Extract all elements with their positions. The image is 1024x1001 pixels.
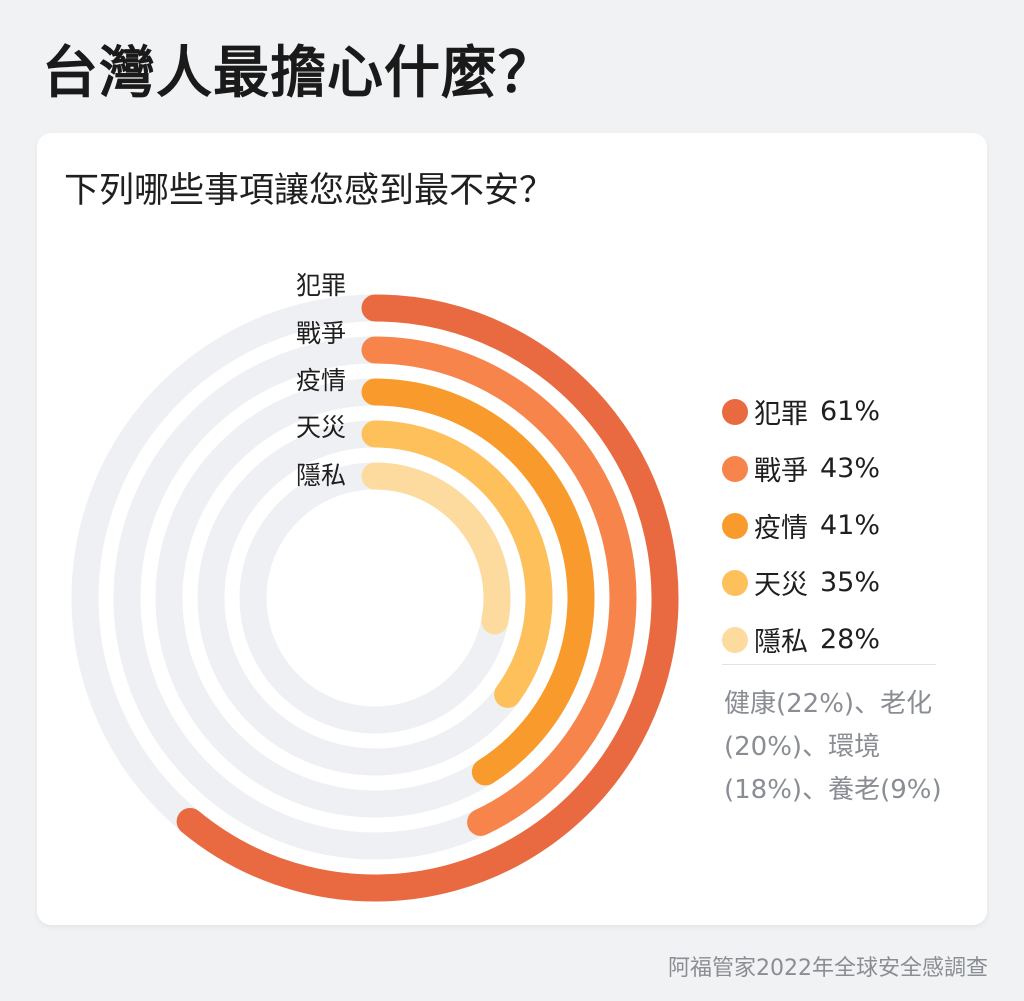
legend-value-privacy: 28% xyxy=(820,624,881,655)
ring-label-war: 戰爭 xyxy=(296,319,347,348)
legend-label-epidemic: 疫情 xyxy=(754,513,808,544)
other-concerns-note: 健康(22%)、老化(20%)、環境(18%)、養老(9%) xyxy=(724,689,942,805)
ring-bar-war xyxy=(361,336,637,836)
ring-bar-crime xyxy=(176,294,679,902)
legend-label-crime: 犯罪 xyxy=(754,399,808,430)
legend-item-disaster: 天災 35% xyxy=(722,554,962,611)
chart-legend: 犯罪 61% 戰爭 43% 疫情 41% 天災 35% 隱私 28% xyxy=(722,383,962,668)
legend-dot-war xyxy=(722,455,748,482)
legend-label-disaster: 天災 xyxy=(754,570,808,601)
legend-value-disaster: 35% xyxy=(820,567,881,598)
ring-bar-disaster xyxy=(361,420,553,708)
legend-dot-privacy xyxy=(722,626,748,653)
legend-dot-crime xyxy=(722,398,748,425)
ring-bar-epidemic xyxy=(361,378,595,786)
legend-value-war: 43% xyxy=(820,453,881,484)
legend-item-epidemic: 疫情 41% xyxy=(722,497,962,554)
legend-label-war: 戰爭 xyxy=(754,456,808,487)
legend-dot-epidemic xyxy=(722,512,748,539)
ring-bar-privacy xyxy=(361,462,511,635)
legend-item-privacy: 隱私 28% xyxy=(722,611,962,668)
ring-label-disaster: 天災 xyxy=(296,413,347,442)
ring-label-crime: 犯罪 xyxy=(296,271,347,300)
legend-label-privacy: 隱私 xyxy=(754,627,808,658)
ring-label-epidemic: 疫情 xyxy=(296,366,347,395)
source-note: 阿福管家2022年全球安全感調查 xyxy=(668,956,988,981)
legend-dot-disaster xyxy=(722,569,748,596)
legend-item-crime: 犯罪 61% xyxy=(722,383,962,440)
legend-value-epidemic: 41% xyxy=(820,510,881,541)
page-title: 台灣人最擔心什麼？ xyxy=(42,41,555,106)
legend-item-war: 戰爭 43% xyxy=(722,440,962,497)
chart-question: 下列哪些事項讓您感到最不安？ xyxy=(64,171,555,211)
legend-divider xyxy=(722,664,936,665)
legend-value-crime: 61% xyxy=(820,396,881,427)
ring-label-privacy: 隱私 xyxy=(296,461,347,490)
